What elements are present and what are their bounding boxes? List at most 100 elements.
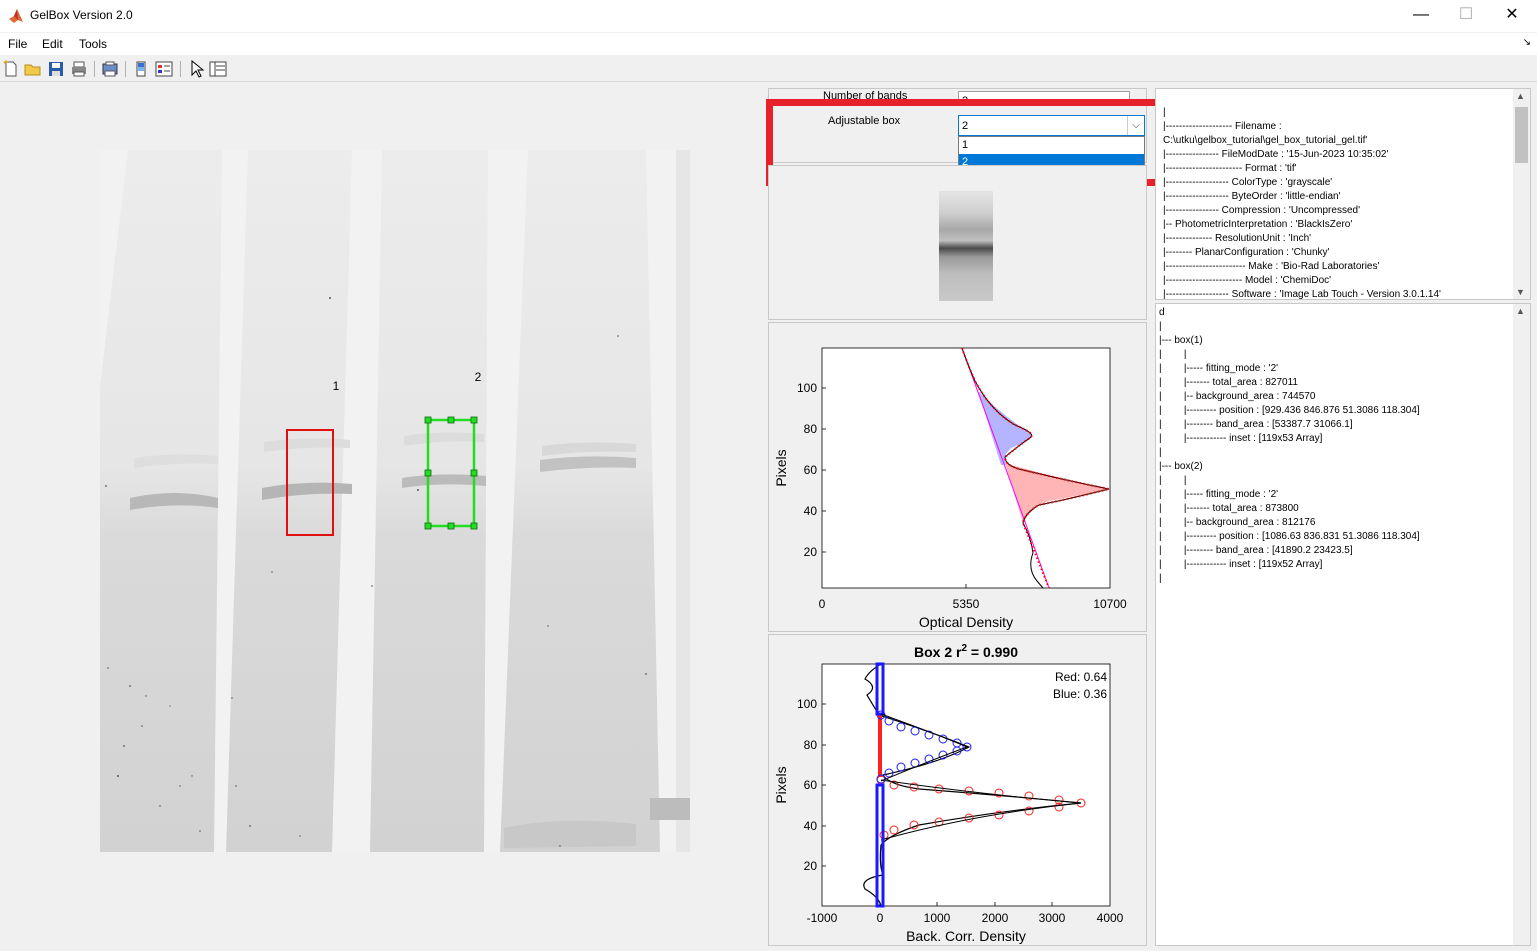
blue-fit-column-top [875,662,885,716]
blue-fit-line [880,713,969,782]
info-line: | [1159,321,1162,332]
gel-band [262,482,352,500]
option-1[interactable]: 1 [962,139,969,151]
info-line: |--- box(1) [1159,335,1203,346]
menu-edit[interactable]: Edit [42,37,63,51]
info-line: | |-------- band_area : [53387.7 31066.1… [1159,419,1353,430]
gel-band [542,442,636,456]
x-tick: 0 [819,597,826,611]
info-line: | |----- fitting_mode : '2' [1159,363,1279,374]
new-file-icon[interactable] [2,60,20,78]
blue-fit-markers [876,710,972,784]
plot2-axes [821,663,1111,907]
legend-blue: Blue: 0.36 [1053,687,1107,701]
info-line: | | [1159,475,1187,486]
pointer-icon[interactable] [187,60,205,78]
plot1-xlabel: Optical Density [919,614,1013,630]
y-tick: 20 [804,859,818,873]
legend-icon[interactable] [155,60,173,78]
lane-label-1: 1 [333,379,340,393]
gel-image[interactable]: 1 2 [0,86,764,946]
info-line: d [1159,307,1165,318]
info-line: | |--------- position : [929.436 846.876… [1159,405,1420,416]
print-preview-icon[interactable] [101,60,119,78]
info-line: |------------------- ColorType : 'graysc… [1163,177,1333,188]
x-tick: 1000 [924,911,951,925]
info-line: C:\utku\gelbox_tutorial\gel_box_tutorial… [1163,135,1368,146]
plot2-xlabel: Back. Corr. Density [906,928,1026,944]
band-inset-panel [768,165,1147,320]
dock-arrow-icon[interactable]: ↘ [1522,37,1531,48]
toolbar-separator [180,61,181,77]
colorbar-icon[interactable] [132,60,150,78]
info-line: | |-- background_area : 744570 [1159,391,1316,402]
maximize-button[interactable]: ☐ [1458,6,1474,23]
lane-label-2: 2 [475,370,482,384]
info-line: | [1159,573,1162,584]
box-1-outline[interactable] [286,429,334,536]
adjustable-box-select[interactable]: 2 ⌵ [958,115,1145,136]
info-line: |-------- PlanarConfiguration : 'Chunky' [1163,247,1330,258]
minimize-button[interactable]: — [1413,6,1429,23]
info-line: | |------- total_area : 827011 [1159,377,1298,388]
save-icon[interactable] [47,60,65,78]
info-line: |---------------- FileModDate : '15-Jun-… [1163,149,1389,160]
red-fit-line [880,779,1082,841]
box-2-handles[interactable] [424,416,478,530]
print-icon[interactable] [70,60,88,78]
info-line: | | [1159,349,1187,360]
info-top-scrollbar[interactable]: ▲ ▼ [1513,89,1530,299]
band-fill-blue [978,391,1033,465]
x-tick: -1000 [807,911,838,925]
info-line: |-- PhotometricInterpretation : 'BlackIs… [1163,219,1353,230]
plot1-axes [821,347,1111,589]
gel-image-panel: 1 2 [0,86,764,946]
plot2-title: Box 2 r2 = 0.990 [914,643,1018,660]
gel-band [504,820,636,848]
x-tick: 0 [877,911,884,925]
band-inset-image [939,191,993,301]
info-line: | |-------- band_area : [41890.2 23423.5… [1159,545,1353,556]
close-button[interactable]: ✕ [1505,6,1519,23]
info-bot-scrollbar[interactable]: ▲ [1513,304,1530,945]
gel-lane [226,150,352,852]
info-line: | |------- total_area : 873800 [1159,503,1299,514]
gel-band [130,493,218,510]
property-inspector-icon[interactable] [209,60,227,78]
image-info-panel: | |-------------------- Filename : C:\utku… [1155,88,1531,300]
info-line: |------------------------ Make : 'Bio-Ra… [1163,261,1380,272]
info-line: |------------------- ByteOrder : 'little… [1163,191,1341,202]
info-line: |------------------- Software : 'Image L… [1163,289,1441,300]
legend-red: Red: 0.64 [1055,670,1107,684]
scroll-up-icon[interactable]: ▲ [1516,91,1525,101]
y-tick: 80 [804,422,818,436]
y-tick: 40 [804,504,818,518]
menu-bar: File Edit Tools ↘ [0,33,1537,55]
y-tick: 60 [804,463,818,477]
y-tick: 100 [797,381,817,395]
scroll-up-icon[interactable]: ▲ [1516,306,1525,316]
x-tick: 10700 [1093,597,1127,611]
menu-tools[interactable]: Tools [79,37,108,51]
info-line: | |----- fitting_mode : '2' [1159,489,1279,500]
chevron-down-icon[interactable]: ⌵ [1127,116,1144,135]
gel-band [402,474,486,488]
info-line: | [1163,107,1166,118]
image-info-text: | |-------------------- Filename : C:\utku… [1163,106,1519,316]
gel-band [540,456,636,472]
adjustable-box-label: Adjustable box [828,115,901,127]
y-tick: 40 [804,819,818,833]
info-line: |-------------- ResolutionUnit : 'Inch' [1163,233,1312,244]
info-line: |----------------------- Model : 'ChemiD… [1163,275,1332,286]
density-plot: 100 80 60 40 20 0 5350 10700 Optical Den… [773,347,1127,630]
info-line: | [1159,447,1162,458]
info-line: | |--------- position : [1086.63 836.831… [1159,531,1420,542]
menu-file[interactable]: File [8,37,28,51]
gel-speckles [105,297,647,847]
toolbar [0,56,1537,82]
gel-band [134,454,218,468]
open-folder-icon[interactable] [24,60,42,78]
scroll-down-icon[interactable]: ▼ [1516,287,1525,297]
scroll-thumb[interactable] [1515,107,1528,163]
toolbar-separator [125,61,126,77]
